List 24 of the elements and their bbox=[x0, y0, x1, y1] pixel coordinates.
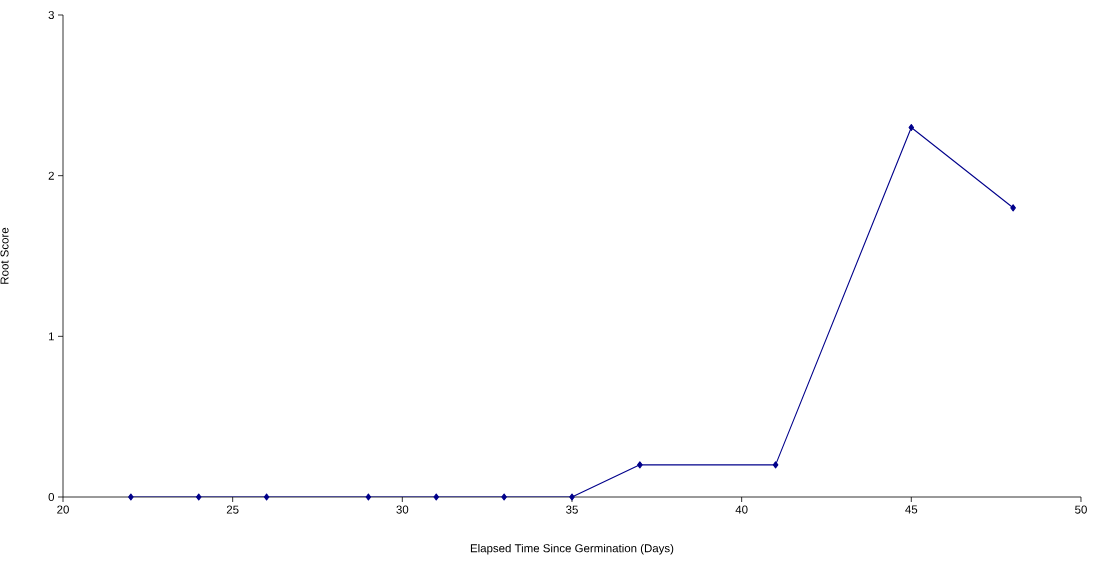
point bbox=[501, 493, 507, 501]
point bbox=[433, 493, 440, 501]
x-tick-label: 20 bbox=[57, 505, 69, 514]
point bbox=[365, 493, 372, 501]
point bbox=[1010, 204, 1016, 212]
y-tick-label: 1 bbox=[48, 332, 54, 341]
x-tick-label: 50 bbox=[1075, 505, 1087, 514]
point bbox=[195, 493, 202, 501]
x-tick-label: 25 bbox=[226, 505, 239, 514]
point bbox=[569, 493, 575, 501]
x-tick-label: 30 bbox=[396, 505, 409, 514]
x-axis-title: Elapsed Time Since Germination (Days) bbox=[470, 543, 674, 555]
x-tick-label: 35 bbox=[566, 505, 578, 514]
point bbox=[637, 461, 643, 469]
y-tick-label: 3 bbox=[48, 10, 54, 20]
point bbox=[263, 493, 270, 501]
x-tick-label: 45 bbox=[905, 505, 918, 514]
y-tick-label: 2 bbox=[48, 171, 54, 180]
point bbox=[908, 123, 915, 132]
point bbox=[128, 493, 134, 501]
point bbox=[772, 461, 779, 469]
x-tick-label: 40 bbox=[735, 505, 748, 514]
y-tick-label: 0 bbox=[48, 492, 55, 502]
y-axis-title: Root Score bbox=[0, 227, 9, 284]
